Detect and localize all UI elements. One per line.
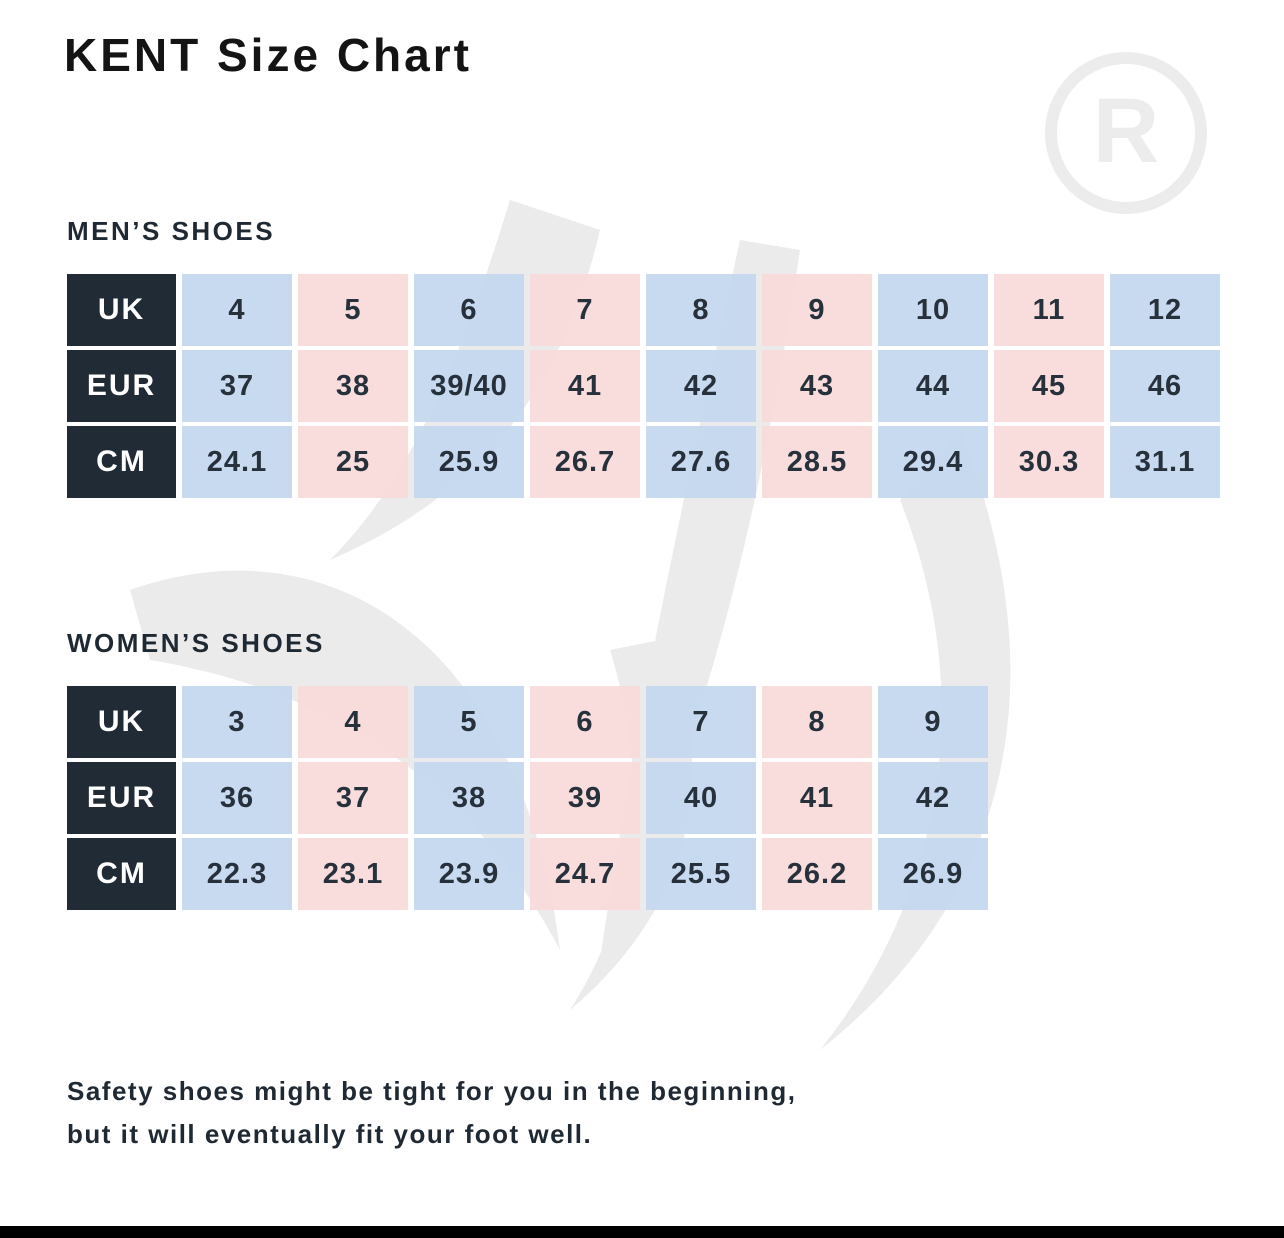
size-cell: 42 (878, 762, 988, 834)
size-cell: 5 (298, 274, 408, 346)
row-label: EUR (67, 350, 176, 422)
size-cell: 37 (182, 350, 292, 422)
size-cell: 38 (298, 350, 408, 422)
size-cell: 46 (1110, 350, 1220, 422)
size-cell: 44 (878, 350, 988, 422)
size-cell: 30.3 (994, 426, 1104, 498)
size-cell: 41 (530, 350, 640, 422)
size-cell: 25.9 (414, 426, 524, 498)
womens-shoes-heading: WOMEN’S SHOES (67, 628, 325, 658)
size-cell: 9 (878, 686, 988, 758)
size-cell: 23.9 (414, 838, 524, 910)
size-cell: 4 (182, 274, 292, 346)
fit-note-line-2: but it will eventually fit your foot wel… (67, 1119, 593, 1149)
size-cell: 26.9 (878, 838, 988, 910)
size-cell: 11 (994, 274, 1104, 346)
size-cell: 10 (878, 274, 988, 346)
size-cell: 4 (298, 686, 408, 758)
size-cell: 6 (414, 274, 524, 346)
size-cell: 23.1 (298, 838, 408, 910)
size-cell: 22.3 (182, 838, 292, 910)
bottom-bar (0, 1226, 1284, 1238)
size-cell: 25 (298, 426, 408, 498)
size-cell: 38 (414, 762, 524, 834)
mens-shoes-heading: MEN’S SHOES (67, 216, 276, 246)
size-cell: 39/40 (414, 350, 524, 422)
row-label: CM (67, 838, 176, 910)
size-cell: 26.7 (530, 426, 640, 498)
size-cell: 40 (646, 762, 756, 834)
row-label: UK (67, 686, 176, 758)
registered-mark-icon (1045, 52, 1207, 214)
size-cell: 9 (762, 274, 872, 346)
size-row-cm: CM 22.3 23.1 23.9 24.7 25.5 26.2 26.9 (67, 838, 994, 910)
fit-note: Safety shoes might be tight for you in t… (67, 1070, 797, 1156)
page-title: KENT Size Chart (64, 29, 472, 81)
size-row-eur: EUR 36 37 38 39 40 41 42 (67, 762, 994, 834)
row-label: CM (67, 426, 176, 498)
size-cell: 24.7 (530, 838, 640, 910)
size-cell: 39 (530, 762, 640, 834)
size-row-uk: UK 4 5 6 7 8 9 10 11 12 (67, 274, 1226, 346)
size-cell: 31.1 (1110, 426, 1220, 498)
mens-size-table: UK 4 5 6 7 8 9 10 11 12 EUR 37 38 39/40 41 42 43 44 45 46 CM… (67, 274, 1226, 502)
size-cell: 28.5 (762, 426, 872, 498)
size-cell: 6 (530, 686, 640, 758)
size-cell: 29.4 (878, 426, 988, 498)
fit-note-line-1: Safety shoes might be tight for you in t… (67, 1076, 797, 1106)
row-label: EUR (67, 762, 176, 834)
size-cell: 3 (182, 686, 292, 758)
size-cell: 25.5 (646, 838, 756, 910)
row-label: UK (67, 274, 176, 346)
size-cell: 42 (646, 350, 756, 422)
size-cell: 41 (762, 762, 872, 834)
size-cell: 8 (646, 274, 756, 346)
size-cell: 24.1 (182, 426, 292, 498)
size-cell: 27.6 (646, 426, 756, 498)
size-cell: 7 (646, 686, 756, 758)
size-cell: 37 (298, 762, 408, 834)
size-row-uk: UK 3 4 5 6 7 8 9 (67, 686, 994, 758)
size-cell: 26.2 (762, 838, 872, 910)
size-cell: 5 (414, 686, 524, 758)
size-cell: 7 (530, 274, 640, 346)
registered-mark-letter: R (1093, 80, 1159, 182)
size-row-eur: EUR 37 38 39/40 41 42 43 44 45 46 (67, 350, 1226, 422)
size-cell: 12 (1110, 274, 1220, 346)
size-cell: 36 (182, 762, 292, 834)
size-cell: 43 (762, 350, 872, 422)
size-row-cm: CM 24.1 25 25.9 26.7 27.6 28.5 29.4 30.3 31.1 (67, 426, 1226, 498)
size-cell: 8 (762, 686, 872, 758)
size-cell: 45 (994, 350, 1104, 422)
womens-size-table: UK 3 4 5 6 7 8 9 EUR 36 37 38 39 40 41 42 CM 22.3 23.1 23.9… (67, 686, 994, 914)
